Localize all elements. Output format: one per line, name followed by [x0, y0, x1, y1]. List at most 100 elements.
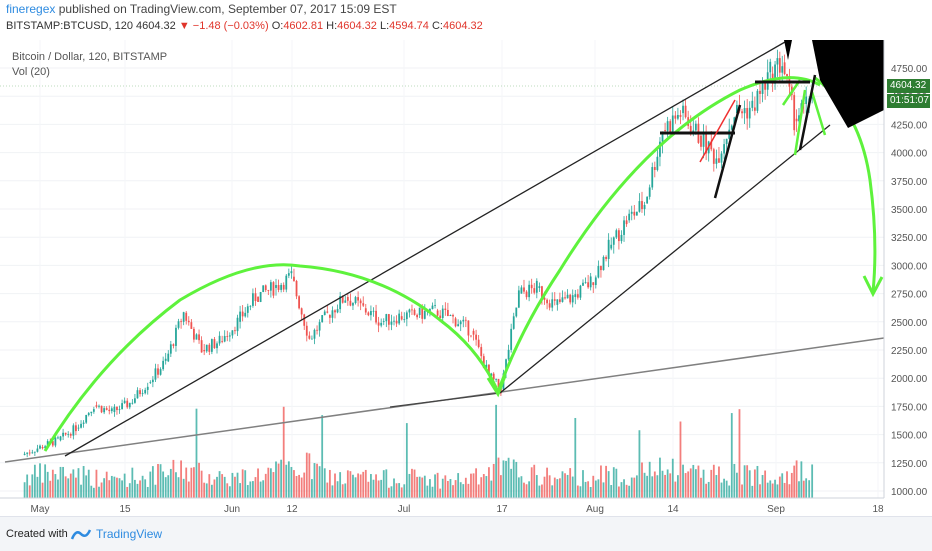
channel-upper-line[interactable]	[64, 41, 786, 457]
volume-bar	[684, 473, 687, 498]
volume-legend[interactable]: Vol (20)	[12, 66, 50, 78]
volume-bar	[216, 476, 218, 498]
price-chart[interactable]: 4750.004500.004250.004000.003750.003500.…	[0, 0, 932, 516]
candle-body	[82, 422, 85, 424]
time-tick-label: 15	[119, 504, 131, 515]
arc-1[interactable]	[43, 263, 500, 452]
symbol-label: BITSTAMP:BTCUSD, 120	[6, 20, 133, 32]
volume-bar	[615, 468, 618, 498]
candle-body	[362, 303, 365, 306]
time-tick-label: Sep	[767, 504, 785, 515]
volume-bar	[252, 481, 254, 498]
candle-body	[548, 303, 551, 308]
candle-body	[582, 282, 584, 286]
volume-bar	[728, 485, 731, 498]
candle-body	[413, 309, 416, 315]
volume-bar	[239, 483, 241, 498]
volume-bar	[316, 463, 318, 498]
candle-body	[576, 294, 579, 298]
volume-bar	[423, 475, 426, 498]
support-trendline-2[interactable]	[389, 392, 501, 408]
candle-body	[615, 230, 618, 238]
volume-bar	[700, 477, 702, 498]
candle-body	[46, 441, 49, 447]
candle-body	[246, 306, 249, 313]
candle-body	[416, 314, 418, 318]
candle-body	[477, 339, 480, 348]
tradingview-logo-icon[interactable]	[70, 527, 92, 541]
volume-bar	[151, 466, 154, 498]
candle-body	[295, 280, 298, 297]
candle-body	[244, 312, 247, 317]
candle-body	[59, 436, 62, 441]
low-label: L:	[379, 20, 390, 32]
candle-body	[661, 133, 664, 142]
time-axis[interactable]: May 15 Jun 12 Jul 17 Aug 14 Sep 18	[31, 504, 884, 515]
time-tick-label: 18	[872, 504, 884, 515]
volume-bar	[725, 480, 728, 498]
volume-bar	[738, 409, 741, 498]
volume-bar	[367, 481, 370, 498]
author-name[interactable]: fineregex	[6, 2, 56, 16]
candle-body	[651, 167, 654, 188]
price-tick-label: 1500.00	[891, 431, 928, 442]
arc-2[interactable]	[496, 76, 821, 393]
price-tick-label: 2250.00	[891, 346, 928, 357]
candle-body	[470, 335, 472, 337]
candle-body	[795, 118, 798, 122]
candle-body	[411, 309, 413, 311]
channel-lower-line[interactable]	[499, 124, 831, 394]
volume-bar	[705, 483, 708, 498]
candle-body	[597, 266, 600, 278]
candle-body	[492, 373, 495, 380]
price-tick-label: 3250.00	[891, 233, 928, 244]
tradingview-brand[interactable]: TradingView	[96, 527, 163, 541]
candle-body	[449, 315, 452, 317]
series-legend[interactable]: Bitcoin / Dollar, 120, BITSTAMP	[12, 51, 168, 63]
volume-bar	[431, 486, 434, 498]
price-axis[interactable]: 4750.004500.004250.004000.003750.003500.…	[891, 64, 928, 498]
candle-body	[641, 201, 643, 210]
volume-bar	[582, 470, 584, 498]
volume-bar	[159, 464, 162, 498]
candle-body	[505, 359, 507, 374]
candle-body	[141, 393, 144, 395]
candle-body	[100, 405, 103, 413]
time-tick-label: May	[31, 504, 50, 515]
volume-bar	[172, 459, 175, 498]
volume-bar	[771, 483, 774, 498]
open-label: O:	[271, 20, 284, 32]
volume-bar	[285, 464, 288, 498]
volume-bar	[802, 480, 805, 498]
candle-body	[589, 276, 592, 288]
volume-bar	[105, 471, 108, 498]
volume-bar	[254, 477, 257, 498]
volume-bar	[364, 469, 367, 498]
candle-body	[457, 324, 460, 327]
candle-body	[118, 409, 121, 411]
candle-body	[592, 282, 595, 286]
volume-bar	[776, 484, 779, 498]
volume-bar	[564, 473, 566, 498]
candle-body	[146, 386, 149, 390]
candle-body	[287, 273, 290, 276]
candle-body	[95, 405, 98, 407]
volume-bar	[131, 467, 134, 498]
price-tick-label: 1000.00	[891, 487, 928, 498]
candle-body	[564, 297, 566, 299]
candle-body	[154, 368, 157, 380]
volume-bar	[730, 413, 733, 498]
volume-bar	[98, 486, 100, 498]
volume-bar	[666, 469, 669, 498]
volume-bar	[44, 464, 47, 498]
low-value: 4594.74	[389, 20, 429, 32]
candle-body	[405, 312, 408, 320]
price-tick-label: 3000.00	[891, 261, 928, 272]
volume-bar	[733, 463, 736, 498]
candle-body	[748, 107, 751, 119]
volume-bar	[377, 480, 380, 498]
candle-body	[354, 297, 357, 304]
candle-body	[646, 196, 649, 204]
volume-bar	[387, 487, 390, 498]
candle-body	[305, 325, 308, 336]
